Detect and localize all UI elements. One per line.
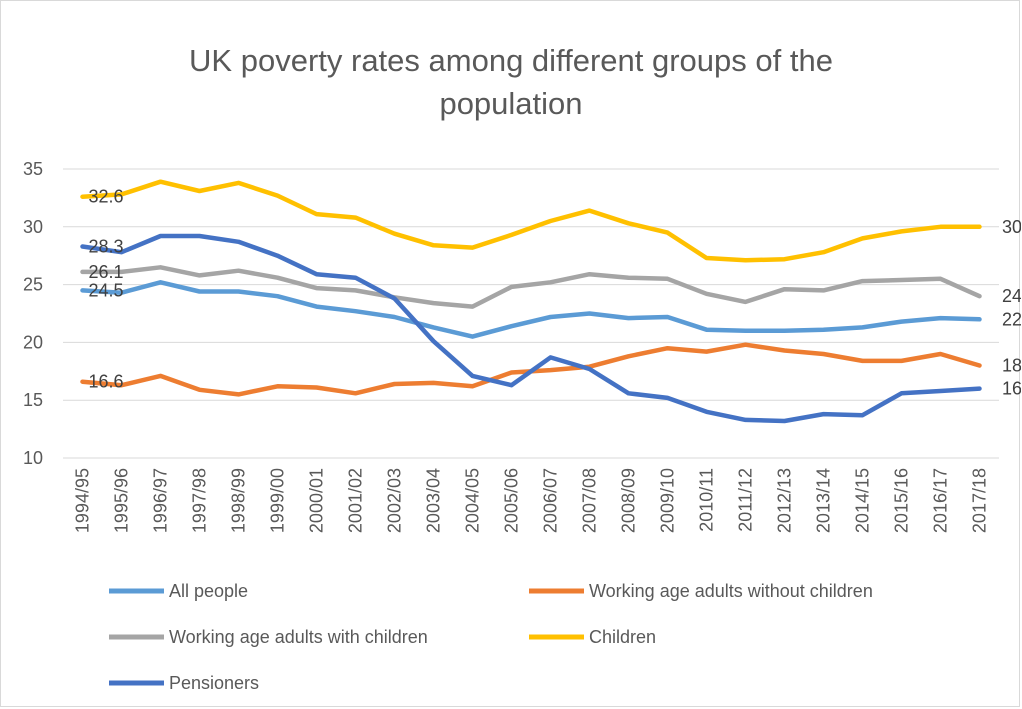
series-line-0 (80, 280, 982, 339)
x-tick-label: 2007/08 (580, 468, 600, 533)
x-tick-label: 2012/13 (775, 468, 795, 533)
x-tick-label: 2017/18 (970, 468, 990, 533)
legend-item: Pensioners (109, 673, 259, 693)
data-label: 22 (1002, 309, 1021, 329)
legend-item: All people (109, 581, 248, 601)
chart-title-group: UK poverty rates among different groups … (189, 43, 833, 121)
x-tick-label: 2002/03 (385, 468, 405, 533)
data-label: 16 (1002, 379, 1021, 399)
x-tick-label: 1995/96 (112, 468, 132, 533)
series-line-3 (80, 179, 982, 263)
x-tick-label: 1998/99 (229, 468, 249, 533)
y-tick-label: 10 (23, 448, 43, 468)
data-label: 28.3 (89, 236, 124, 256)
data-label: 24.5 (89, 280, 124, 300)
y-tick-label: 25 (23, 275, 43, 295)
legend-item: Working age adults without children (529, 581, 873, 601)
x-tick-label: 1994/95 (73, 468, 93, 533)
x-tick-label: 1997/98 (190, 468, 210, 533)
data-label: 30 (1002, 217, 1021, 237)
legend-label: All people (169, 581, 248, 601)
series-line-2 (80, 265, 982, 309)
legend-label: Children (589, 627, 656, 647)
legend-item: Children (529, 627, 656, 647)
chart-title-line-1: UK poverty rates among different groups … (189, 43, 833, 78)
y-tick-label: 20 (23, 332, 43, 352)
y-tick-label: 30 (23, 217, 43, 237)
legend: All people Working age adults without chi… (109, 581, 873, 693)
x-tick-label: 2015/16 (892, 468, 912, 533)
x-tick-label: 2005/06 (502, 468, 522, 533)
x-tick-label: 2010/11 (697, 468, 717, 532)
legend-item: Working age adults with children (109, 627, 428, 647)
data-label: 24 (1002, 286, 1021, 306)
y-tick-label: 15 (23, 390, 43, 410)
legend-label: Working age adults without children (589, 581, 873, 601)
x-tick-label: 2009/10 (658, 468, 678, 533)
x-tick-label: 2000/01 (307, 468, 327, 533)
y-tick-label: 35 (23, 159, 43, 179)
x-tick-label: 2014/15 (853, 468, 873, 533)
x-tick-label: 1999/00 (268, 468, 288, 533)
data-label: 26.1 (89, 262, 124, 282)
x-tick-label: 2001/02 (346, 468, 366, 533)
legend-label: Pensioners (169, 673, 259, 693)
x-tick-label: 2008/09 (619, 468, 639, 533)
legend-label: Working age adults with children (169, 627, 428, 647)
series-line-4 (80, 233, 982, 424)
x-tick-label: 2013/14 (814, 468, 834, 533)
x-tick-label: 2004/05 (463, 468, 483, 533)
y-axis: 10 15 20 25 30 35 (23, 159, 43, 468)
x-tick-label: 2011/12 (736, 468, 756, 532)
data-labels: 24.5 22 16.6 18 26.1 24 32.6 30 28.3 16 (89, 187, 1022, 399)
x-tick-label: 2006/07 (541, 468, 561, 533)
x-axis: 1994/95 1995/96 1996/97 1997/98 1998/99 1999/… (73, 468, 990, 533)
data-label: 32.6 (89, 187, 124, 207)
x-tick-label: 2016/17 (931, 468, 951, 533)
data-label: 16.6 (89, 372, 124, 392)
chart-title-line-2: population (439, 86, 582, 121)
x-tick-label: 1996/97 (151, 468, 171, 533)
series-lines (80, 179, 982, 424)
x-tick-label: 2003/04 (424, 468, 444, 533)
data-label: 18 (1002, 356, 1021, 376)
